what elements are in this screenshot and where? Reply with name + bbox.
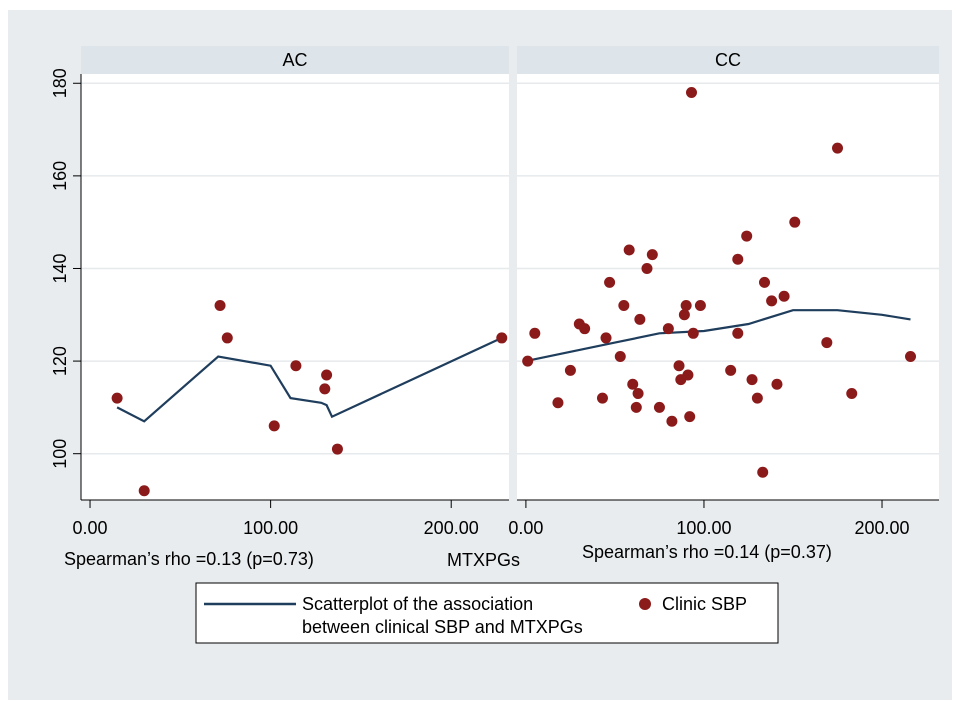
- panel-title: CC: [715, 50, 741, 70]
- data-point: [905, 350, 917, 362]
- y-tick-label: 180: [50, 68, 70, 98]
- data-point: [646, 249, 658, 261]
- data-point: [596, 392, 608, 404]
- data-point: [684, 411, 696, 423]
- data-point: [685, 87, 697, 99]
- panel-header: [81, 46, 509, 74]
- data-point: [687, 327, 699, 339]
- data-point: [778, 290, 790, 302]
- legend-point-label: Clinic SBP: [662, 594, 747, 614]
- data-point: [821, 337, 833, 349]
- data-point: [221, 332, 233, 344]
- data-point: [331, 443, 343, 455]
- x-tick-label: 100.00: [676, 518, 731, 538]
- fit-line: [525, 309, 911, 363]
- data-point: [632, 388, 644, 399]
- x-tick-label: 100.00: [243, 518, 298, 538]
- x-tick-label: 0.00: [73, 518, 108, 538]
- data-point: [732, 327, 744, 339]
- data-point: [732, 253, 744, 265]
- legend-point-swatch: [639, 598, 651, 610]
- data-point: [268, 420, 280, 432]
- data-point: [321, 369, 333, 381]
- panel-header: [517, 46, 939, 74]
- data-point: [678, 309, 690, 321]
- plot-area: [517, 74, 939, 500]
- data-point: [564, 364, 576, 376]
- data-point: [604, 276, 616, 288]
- data-point: [522, 355, 534, 367]
- data-point: [529, 327, 541, 339]
- data-point: [138, 485, 150, 497]
- data-point: [600, 332, 612, 344]
- data-point: [846, 388, 858, 399]
- data-point: [290, 360, 302, 372]
- data-point: [614, 350, 626, 362]
- y-tick-label: 160: [50, 161, 70, 191]
- y-tick-label: 100: [50, 439, 70, 469]
- data-point: [832, 142, 844, 154]
- data-point: [627, 378, 639, 390]
- y-tick-label: 120: [50, 346, 70, 376]
- data-point: [751, 392, 763, 404]
- panel-title: AC: [282, 50, 307, 70]
- legend-line-label: Scatterplot of the association: [302, 594, 533, 614]
- data-point: [757, 466, 769, 478]
- data-point: [725, 364, 737, 376]
- data-point: [789, 216, 801, 228]
- data-point: [319, 383, 331, 395]
- data-point: [771, 378, 783, 390]
- data-point: [111, 392, 123, 404]
- x-tick-label: 0.00: [508, 518, 543, 538]
- spearman-annotation: Spearman’s rho =0.14 (p=0.37): [582, 542, 832, 562]
- data-point: [630, 401, 642, 413]
- data-point: [682, 369, 694, 381]
- data-point: [680, 300, 692, 312]
- data-point: [641, 262, 653, 274]
- y-tick-label: 140: [50, 253, 70, 283]
- data-point: [653, 401, 665, 413]
- x-tick-label: 200.00: [424, 518, 479, 538]
- legend-box: [195, 582, 779, 644]
- data-point: [634, 313, 646, 325]
- x-tick-label: 200.00: [854, 518, 909, 538]
- data-point: [552, 397, 564, 409]
- data-point: [759, 276, 771, 288]
- data-point: [766, 295, 778, 307]
- data-point: [214, 300, 226, 312]
- data-point: [694, 300, 706, 312]
- data-point: [673, 360, 685, 372]
- data-point: [496, 332, 508, 344]
- legend-line-label: between clinical SBP and MTXPGs: [302, 617, 583, 637]
- data-point: [618, 300, 630, 312]
- data-point: [579, 323, 591, 335]
- data-point: [623, 244, 635, 256]
- plot-area: [81, 74, 509, 500]
- data-point: [662, 323, 674, 335]
- fit-line: [116, 336, 503, 423]
- x-axis-title: MTXPGs: [447, 550, 520, 570]
- spearman-annotation: Spearman’s rho =0.13 (p=0.73): [64, 549, 314, 569]
- data-point: [666, 415, 678, 427]
- data-point: [746, 374, 758, 386]
- data-point: [741, 230, 753, 242]
